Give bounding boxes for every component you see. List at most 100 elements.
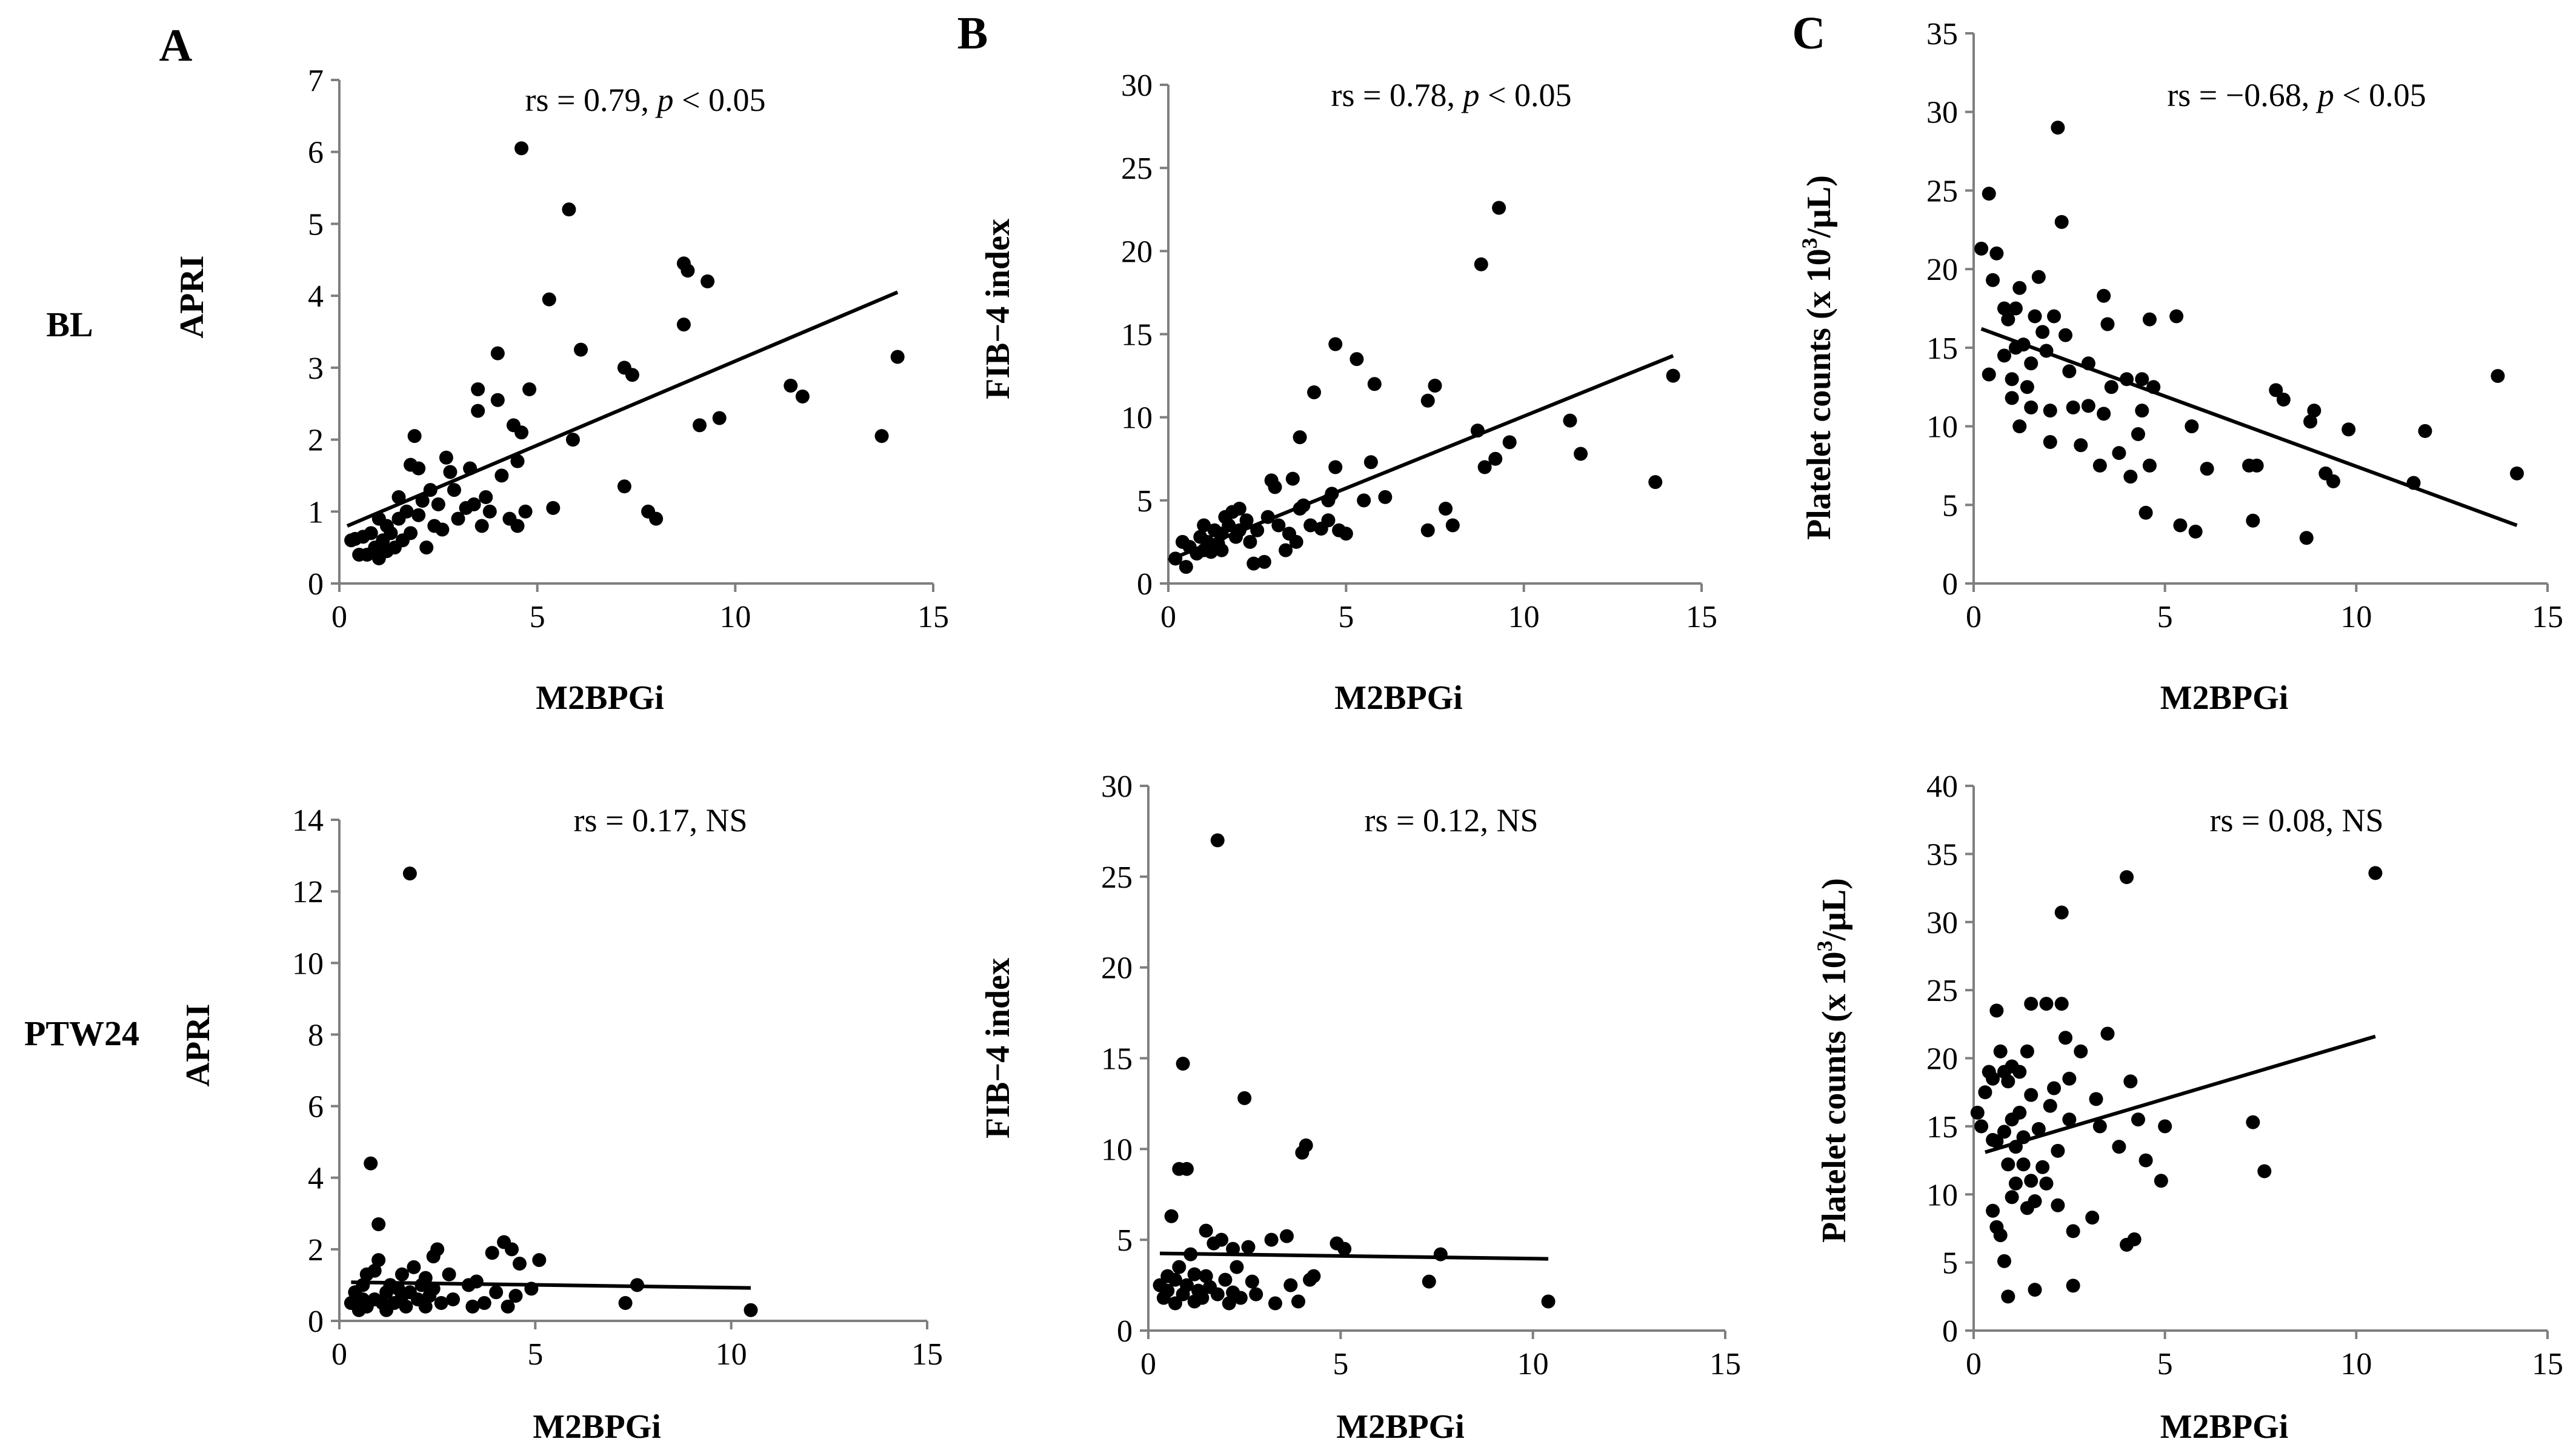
data-point — [2001, 1289, 2015, 1304]
data-point — [524, 1281, 539, 1296]
trend-line — [346, 290, 899, 528]
data-point — [1257, 554, 1271, 569]
data-point — [501, 1299, 515, 1314]
chart-c-bl: 0 5 10 15 20 25 30 35 0 5 10 15 M2BPGi Platelet count… — [1797, 17, 2563, 717]
trend-line — [1985, 1034, 2376, 1154]
trend-line — [1159, 1251, 1549, 1261]
data-point — [1195, 1291, 1210, 1305]
data-point — [2303, 414, 2318, 429]
data-point — [2012, 1065, 2027, 1079]
data-point — [1160, 1283, 1175, 1298]
data-point — [2051, 1198, 2065, 1212]
y-tick-label: 12 — [292, 875, 324, 909]
data-point — [2051, 121, 2065, 135]
data-point — [630, 1278, 644, 1292]
data-point — [2028, 1283, 2042, 1297]
data-point — [1179, 560, 1193, 574]
data-point — [1428, 379, 1442, 393]
x-tick-label: 15 — [1709, 1347, 1741, 1381]
x-tick-label: 0 — [1140, 1347, 1156, 1381]
data-point — [1299, 1138, 1313, 1152]
data-point — [1293, 430, 1307, 445]
data-point — [439, 450, 453, 465]
data-point — [2246, 513, 2260, 528]
data-point — [1328, 337, 1343, 351]
data-point — [2368, 866, 2383, 880]
y-tick-label: 0 — [1137, 567, 1153, 602]
data-point — [1974, 241, 1989, 256]
data-point — [649, 511, 664, 526]
data-point — [2043, 435, 2057, 450]
data-point — [712, 411, 727, 425]
data-point — [1250, 523, 1265, 537]
data-point — [1982, 187, 1996, 201]
data-point — [510, 519, 525, 533]
data-point — [874, 429, 889, 444]
data-point — [1260, 510, 1275, 524]
y-tick-label: 7 — [308, 64, 324, 98]
data-point — [1268, 1296, 1282, 1311]
data-point — [404, 526, 418, 540]
y-tick-label: 3 — [308, 351, 324, 386]
x-axis-title: M2BPGi — [533, 1408, 661, 1446]
data-point — [1997, 301, 2012, 316]
data-point — [693, 418, 707, 433]
data-point — [2307, 404, 2321, 418]
data-point — [1214, 543, 1229, 557]
data-point — [1168, 551, 1183, 566]
data-point — [2135, 372, 2149, 387]
data-point — [1279, 1229, 1294, 1243]
data-point — [2016, 1157, 2031, 1172]
data-point — [2020, 380, 2034, 394]
data-point — [1241, 1240, 1256, 1254]
data-point — [1271, 518, 1286, 533]
x-tick-label: 10 — [716, 1337, 747, 1372]
data-point — [2043, 1099, 2057, 1113]
y-tick-label: 30 — [1101, 770, 1133, 804]
data-point — [1264, 1232, 1279, 1247]
y-axis-title: Platelet counts (x 103/μL) — [1812, 878, 1853, 1243]
data-point — [2120, 372, 2134, 387]
data-point — [2169, 309, 2184, 324]
x-axis-title: M2BPGi — [2160, 1408, 2289, 1446]
data-point — [2299, 531, 2314, 545]
data-point — [1337, 1242, 1352, 1256]
x-tick-label: 5 — [530, 600, 545, 634]
data-point — [1997, 348, 2012, 363]
x-tick-label: 15 — [911, 1337, 943, 1372]
y-tick-label: 15 — [1101, 1042, 1133, 1077]
data-point — [2406, 476, 2421, 490]
data-point — [490, 346, 505, 361]
data-point — [1199, 1223, 1213, 1238]
data-point — [394, 1267, 409, 1281]
data-point — [447, 483, 461, 497]
data-point — [2142, 458, 2157, 473]
data-point — [1978, 1085, 1992, 1100]
data-point — [617, 479, 631, 494]
data-point — [1296, 498, 1311, 513]
data-point — [1378, 490, 1393, 504]
data-point — [2024, 1088, 2039, 1102]
data-point — [618, 1295, 633, 1310]
correlation-label: rs = 0.17, NS — [574, 802, 748, 839]
correlation-label: rs = 0.08, NS — [2210, 802, 2384, 839]
data-point — [477, 1295, 491, 1310]
data-point — [2058, 1031, 2073, 1045]
data-point — [364, 526, 378, 540]
data-point — [514, 141, 529, 156]
y-tick-label: 25 — [1101, 860, 1133, 895]
y-tick-label: 14 — [292, 803, 324, 838]
data-point — [701, 274, 715, 288]
data-point — [2173, 518, 2188, 533]
data-point — [795, 389, 810, 404]
data-point — [676, 317, 691, 332]
data-point — [2418, 424, 2432, 438]
data-point — [1249, 1287, 1263, 1301]
data-point — [407, 429, 422, 444]
data-point — [2131, 427, 2145, 442]
data-point — [2249, 458, 2264, 473]
data-point — [465, 1299, 480, 1314]
data-point — [1357, 493, 1371, 508]
x-tick-label: 0 — [1966, 600, 1982, 634]
data-point — [514, 425, 529, 440]
